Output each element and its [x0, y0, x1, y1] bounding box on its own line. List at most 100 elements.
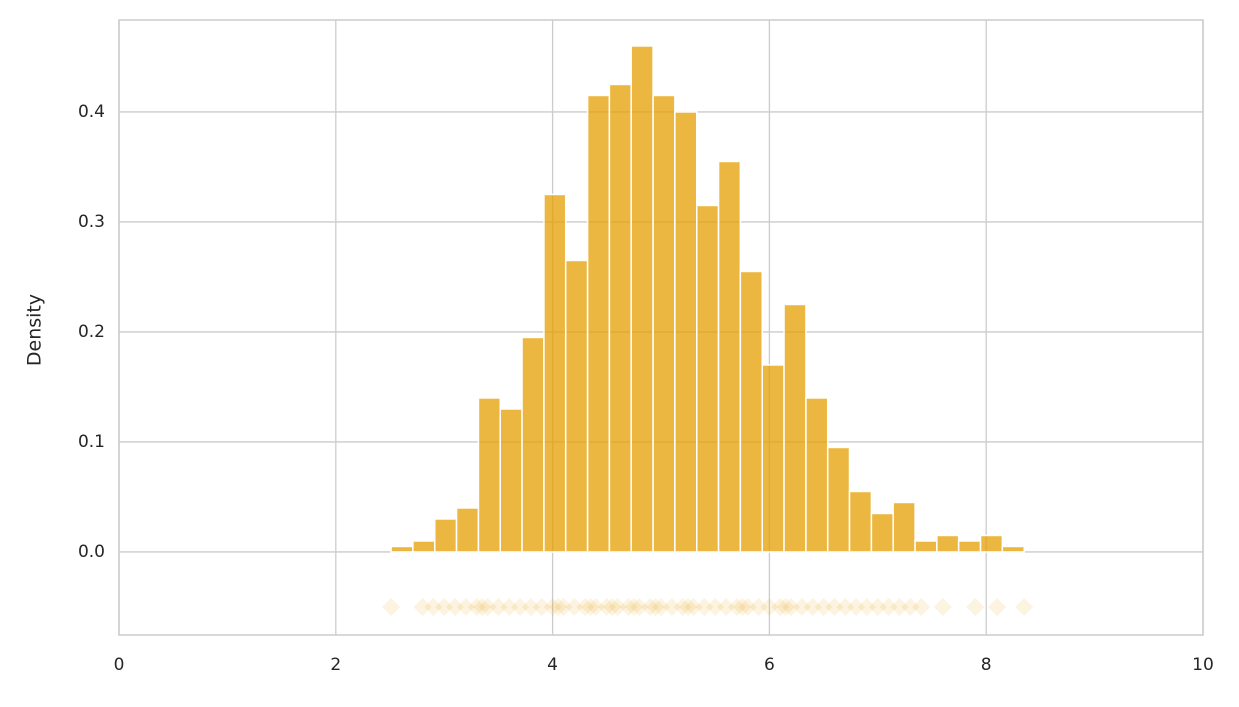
- rug-point: [478, 597, 497, 616]
- bar: [521, 336, 545, 553]
- rug-point: [695, 597, 714, 616]
- rug-point: [803, 597, 822, 616]
- rug-point: [608, 597, 627, 616]
- y-axis-label: Density: [24, 294, 46, 366]
- rug-point: [581, 597, 600, 616]
- rug-point: [624, 597, 643, 616]
- bar: [390, 545, 414, 553]
- bar: [826, 446, 851, 553]
- bar: [652, 94, 676, 553]
- y-tick-label: 0.1: [78, 432, 105, 452]
- rug-point: [603, 597, 622, 616]
- bar: [696, 204, 720, 553]
- rug-point: [521, 597, 540, 616]
- bar: [477, 397, 501, 553]
- rug-point: [662, 597, 681, 616]
- rug-point: [456, 597, 475, 616]
- rug-point: [382, 597, 401, 616]
- rug-point: [576, 597, 595, 616]
- rug-point: [901, 597, 920, 616]
- bar: [761, 364, 785, 553]
- bar: [783, 303, 807, 553]
- rug-point: [597, 597, 616, 616]
- rug-point: [825, 597, 844, 616]
- bar: [848, 490, 873, 553]
- bar: [586, 94, 611, 553]
- y-tick-label: 0.2: [78, 322, 105, 342]
- rug-point: [782, 597, 801, 616]
- bar: [499, 408, 523, 553]
- bar: [564, 259, 589, 553]
- rug-point: [879, 597, 898, 616]
- rug-point: [467, 597, 486, 616]
- rug-point: [543, 597, 562, 616]
- bar: [870, 512, 894, 553]
- rug-point: [473, 597, 492, 616]
- bar: [739, 270, 763, 553]
- rug-point: [717, 597, 736, 616]
- x-tick-label: 8: [981, 655, 992, 675]
- rug-point: [738, 597, 757, 616]
- plot-frame: [118, 19, 1204, 636]
- rug-point: [630, 597, 649, 616]
- rug-point: [565, 597, 584, 616]
- rug-point: [684, 597, 703, 616]
- bar: [957, 540, 982, 553]
- bar: [543, 193, 567, 553]
- rug-point: [912, 597, 931, 616]
- bar: [412, 540, 436, 553]
- rug-point: [760, 597, 779, 616]
- rug-point: [727, 597, 746, 616]
- x-tick-label: 10: [1192, 655, 1214, 675]
- rug-point: [586, 597, 605, 616]
- rug-point: [776, 597, 795, 616]
- bar: [1001, 545, 1025, 553]
- x-tick-label: 0: [114, 655, 125, 675]
- rug-point: [847, 597, 866, 616]
- rug-point: [988, 597, 1007, 616]
- bar: [979, 534, 1004, 553]
- rug-point: [489, 597, 508, 616]
- bar: [674, 111, 698, 553]
- bar: [630, 45, 654, 553]
- rug-point: [792, 597, 811, 616]
- rug-point: [511, 597, 530, 616]
- rug-point: [868, 597, 887, 616]
- x-tick-label: 4: [547, 655, 558, 675]
- rug-point: [890, 597, 909, 616]
- rug-point: [679, 597, 698, 616]
- rug-point: [733, 597, 752, 616]
- x-tick-label: 6: [764, 655, 775, 675]
- bar: [914, 540, 938, 553]
- rug-point: [857, 597, 876, 616]
- rug-point: [446, 597, 465, 616]
- rug-point: [435, 597, 454, 616]
- rug-point: [500, 597, 519, 616]
- rug-point: [652, 597, 670, 616]
- rug-point: [771, 597, 790, 616]
- rug-point: [554, 597, 573, 616]
- rug-point: [706, 597, 725, 616]
- bar: [455, 507, 480, 553]
- rug-point: [836, 597, 855, 616]
- rug-point: [1015, 597, 1034, 616]
- rug-point: [619, 597, 638, 616]
- rug-point: [641, 597, 660, 616]
- rug-point: [646, 597, 665, 616]
- bar: [936, 534, 960, 553]
- rug-point: [424, 597, 443, 616]
- rug-point: [549, 597, 568, 616]
- bar: [434, 518, 458, 553]
- rug-point: [413, 597, 432, 616]
- bar: [805, 397, 829, 553]
- rug-point: [933, 597, 952, 616]
- bar: [608, 83, 632, 553]
- bar: [892, 501, 916, 553]
- rug-point: [814, 597, 833, 616]
- y-tick-label: 0.3: [78, 212, 105, 232]
- x-tick-label: 2: [330, 655, 341, 675]
- y-tick-label: 0.0: [78, 542, 105, 562]
- rug-point: [673, 597, 692, 616]
- rug-point: [532, 597, 551, 616]
